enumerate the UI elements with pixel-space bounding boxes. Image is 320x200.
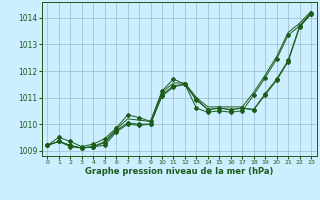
X-axis label: Graphe pression niveau de la mer (hPa): Graphe pression niveau de la mer (hPa): [85, 167, 273, 176]
